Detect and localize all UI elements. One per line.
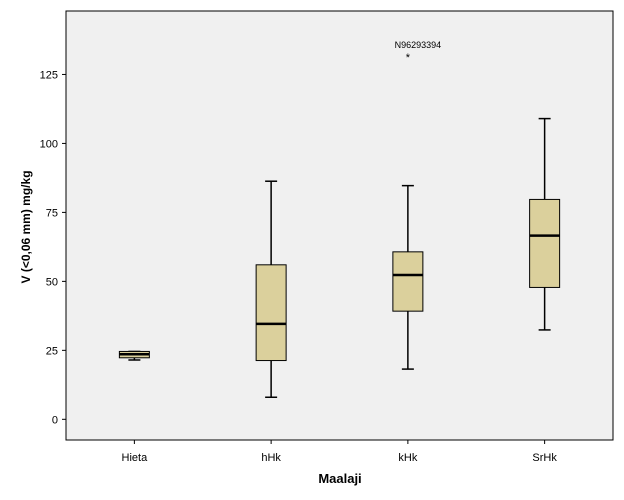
box-SrHk [529, 117, 561, 331]
box-kHk [392, 184, 424, 370]
outlier-label: N96293394 [395, 40, 442, 50]
x-tick-label: SrHk [532, 452, 557, 464]
outlier-marker: * [406, 52, 411, 64]
y-tick-label: 25 [46, 345, 58, 357]
plot-area [65, 10, 614, 441]
y-tick-label: 125 [40, 69, 58, 81]
x-tick-label: Hieta [122, 452, 149, 464]
x-tick-label: hHk [261, 452, 281, 464]
outliers-group: * N96293394 [395, 40, 442, 64]
y-axis: 0 25 50 75 100 125 [40, 69, 66, 426]
box-iqr [255, 264, 287, 362]
x-tick-label: kHk [398, 452, 417, 464]
x-axis: Hieta hHk kHk SrHk [122, 440, 557, 464]
y-tick-label: 0 [52, 414, 58, 426]
box-Hieta [118, 350, 150, 361]
box-hHk [255, 180, 287, 398]
y-tick-label: 50 [46, 276, 58, 288]
y-axis-label: V (<0,06 mm) mg/kg [19, 170, 33, 283]
y-tick-label: 100 [40, 138, 58, 150]
x-axis-label: Maalaji [318, 471, 361, 486]
box-iqr [392, 251, 424, 312]
box-iqr [529, 198, 561, 288]
y-tick-label: 75 [46, 207, 58, 219]
boxes-group [118, 117, 561, 398]
